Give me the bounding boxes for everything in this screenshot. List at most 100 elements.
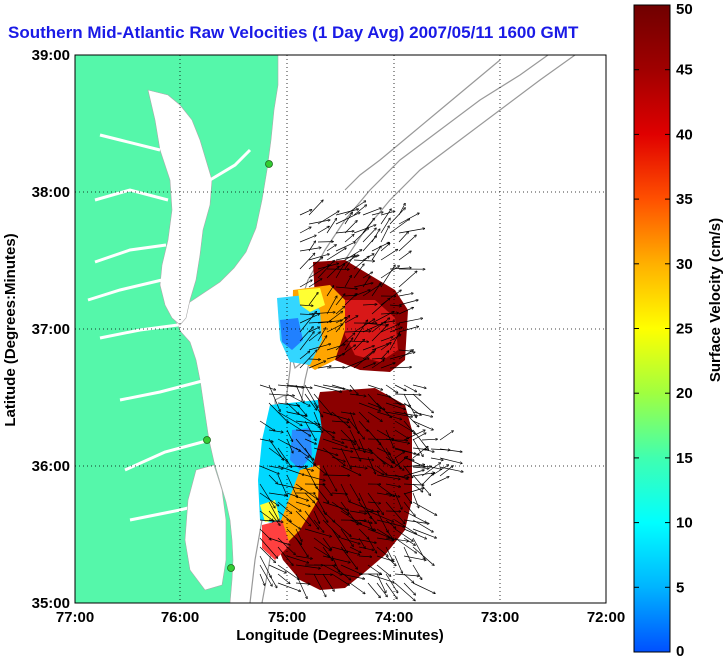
- colorbar-tick-label: 45: [676, 62, 693, 79]
- velocity-vector: [358, 492, 371, 518]
- velocity-vector: [353, 290, 370, 297]
- velocity-vector: [322, 483, 332, 495]
- velocity-vector: [394, 394, 421, 395]
- velocity-vector: [358, 519, 372, 523]
- velocity-vector: [308, 359, 320, 360]
- velocity-vector: [259, 520, 274, 521]
- velocity-vector: [317, 328, 326, 342]
- velocity-vector: [380, 324, 399, 333]
- velocity-vector: [331, 546, 360, 555]
- velocity-vector: [358, 528, 369, 539]
- velocity-vector: [304, 474, 325, 481]
- velocity-vector: [344, 358, 369, 369]
- velocity-vector: [313, 519, 324, 532]
- velocity-vector: [277, 537, 295, 555]
- velocity-vector: [394, 492, 402, 509]
- velocity-vector: [389, 208, 405, 225]
- velocity-vector: [308, 220, 330, 225]
- y-tick-label: 38:00: [32, 184, 70, 201]
- colorbar-tick-label: 40: [676, 126, 693, 143]
- velocity-vector: [340, 537, 360, 544]
- velocity-vector: [380, 290, 401, 306]
- velocity-vector: [322, 555, 350, 563]
- velocity-vector: [358, 438, 365, 452]
- velocity-vector: [362, 350, 375, 360]
- colorbar-tick-label: 5: [676, 579, 684, 596]
- velocity-vector: [412, 447, 428, 459]
- velocity-vector: [380, 250, 397, 261]
- velocity-vector: [259, 546, 275, 562]
- station-marker: [227, 564, 235, 572]
- y-tick-label: 37:00: [32, 321, 70, 338]
- velocity-vector: [349, 537, 376, 543]
- velocity-vector: [317, 321, 342, 324]
- velocity-vector: [385, 582, 397, 599]
- velocity-vector: [322, 465, 337, 491]
- velocity-vector: [421, 448, 434, 452]
- x-tick-labels: 77:00 76:00 75:00 74:00 73:00 72:00: [56, 609, 625, 626]
- velocity-vector: [403, 420, 415, 434]
- velocity-vector: [353, 228, 368, 243]
- y-tick-label: 39:00: [32, 47, 70, 64]
- velocity-vector: [299, 314, 314, 315]
- velocity-vector: [313, 501, 328, 522]
- velocity-vector: [371, 283, 381, 297]
- velocity-vector: [349, 501, 373, 511]
- velocity-vector: [367, 573, 394, 582]
- velocity-vector: [299, 227, 311, 234]
- velocity-vector: [286, 474, 297, 497]
- velocity-vector: [376, 402, 391, 418]
- velocity-vector: [394, 452, 405, 459]
- velocity-vector: [331, 528, 347, 553]
- velocity-vector: [358, 447, 372, 451]
- velocity-vector: [394, 456, 401, 469]
- velocity-vector: [304, 492, 314, 502]
- velocity-vector: [385, 402, 405, 409]
- velocity-vector: [349, 447, 372, 453]
- velocity-vector: [331, 456, 345, 462]
- velocity-vector: [362, 218, 374, 234]
- velocity-vector: [380, 351, 389, 360]
- velocity-vector: [349, 420, 364, 439]
- velocity-vector: [286, 501, 301, 511]
- velocity-vector: [277, 510, 291, 522]
- velocity-vector: [385, 393, 401, 405]
- velocity-vector: [335, 316, 350, 333]
- velocity-vector: [398, 235, 416, 252]
- velocity-vector: [286, 528, 302, 544]
- velocity-vector: [398, 213, 419, 225]
- velocity-vector: [358, 546, 374, 550]
- radar-stations: [203, 160, 273, 572]
- velocity-vector: [367, 384, 382, 390]
- velocity-vector: [304, 574, 332, 575]
- velocity-vector: [376, 519, 405, 527]
- velocity-vector: [380, 363, 395, 369]
- velocity-vector: [335, 213, 360, 225]
- velocity-vector: [362, 272, 372, 279]
- velocity-vector: [349, 510, 366, 514]
- colorbar-tick-label: 35: [676, 191, 693, 208]
- velocity-vector: [322, 573, 334, 591]
- velocity-vector: [403, 582, 415, 595]
- velocity-vector: [367, 393, 381, 409]
- velocity-vector: [304, 438, 316, 444]
- velocity-vector: [371, 212, 383, 216]
- velocity-vector: [268, 474, 277, 484]
- velocity-vector: [277, 582, 300, 591]
- velocity-vector: [304, 528, 331, 537]
- velocity-vector: [304, 447, 315, 465]
- velocity-vector: [353, 283, 373, 288]
- station-marker: [203, 436, 211, 444]
- velocity-vector: [268, 573, 277, 588]
- velocity-vector: [358, 402, 380, 411]
- velocity-vector: [439, 448, 462, 452]
- velocity-vector: [412, 466, 431, 467]
- velocity-vector: [322, 537, 332, 550]
- velocity-vector: [277, 573, 290, 584]
- velocity-vector: [308, 327, 319, 333]
- velocity-vector: [389, 333, 400, 351]
- velocity-vector: [322, 447, 345, 466]
- velocity-vector: [335, 318, 346, 324]
- velocity-vector: [313, 510, 320, 523]
- velocity-vector: [259, 420, 275, 431]
